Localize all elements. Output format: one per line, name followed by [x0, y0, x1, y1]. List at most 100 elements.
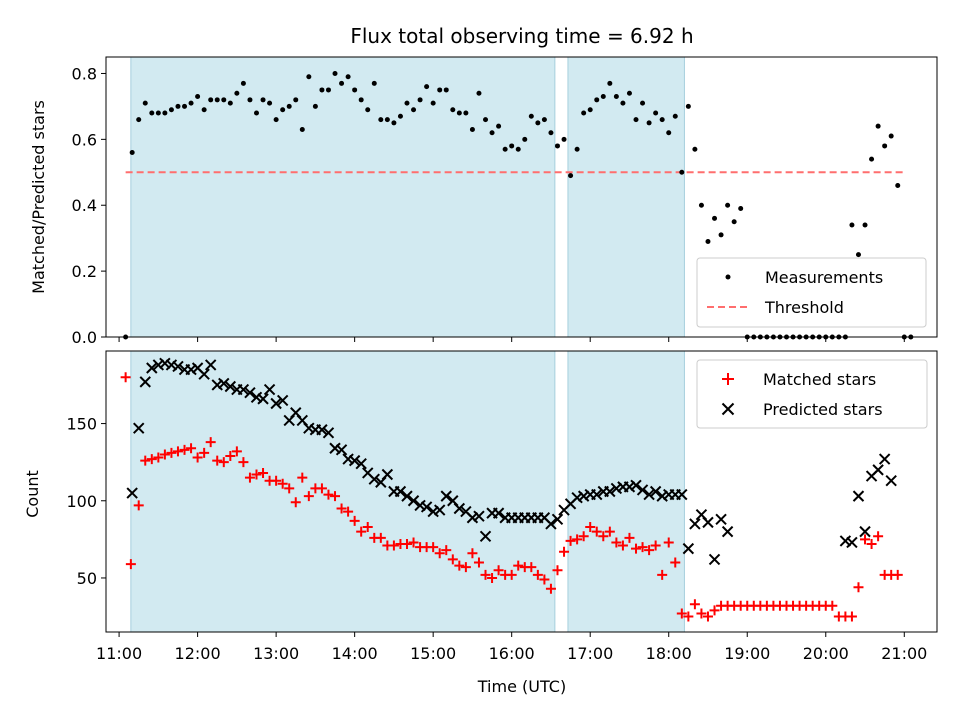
measurement-point — [299, 126, 305, 132]
predicted-star-point — [878, 453, 891, 465]
matched-star-point — [271, 475, 282, 486]
matched-star-point — [349, 515, 360, 526]
measurement-point — [391, 120, 397, 126]
matched-star-point — [552, 565, 563, 576]
measurement-point — [260, 97, 266, 103]
matched-star-point — [545, 583, 556, 594]
predicted-star-point — [682, 542, 695, 555]
matched-star-point — [572, 534, 583, 545]
measurement-point — [613, 94, 619, 100]
matched-star-points — [120, 372, 903, 622]
predicted-star-point — [689, 518, 701, 530]
measurement-point — [679, 169, 685, 175]
measurement-point — [352, 87, 358, 93]
matched-star-point — [866, 538, 877, 549]
matched-star-point — [205, 437, 216, 448]
measurement-point — [535, 120, 541, 126]
predicted-star-point — [551, 513, 564, 525]
measurement-point — [515, 146, 521, 152]
top-plot-frame — [105, 56, 938, 338]
matched-star-point — [860, 534, 871, 545]
measurement-point — [332, 70, 338, 76]
predicted-star-point — [329, 442, 341, 454]
top-x-ticks — [118, 337, 905, 342]
x-tick-label: 19:00 — [724, 644, 770, 663]
measurement-point — [240, 80, 246, 86]
measurement-point — [424, 84, 430, 90]
matched-star-point — [624, 532, 635, 543]
measurement-point — [411, 107, 417, 113]
predicted-star-point — [676, 488, 688, 501]
measurement-point — [404, 100, 410, 106]
matched-star-point — [650, 540, 661, 551]
matched-star-point — [153, 452, 164, 463]
matched-star-point — [172, 446, 183, 457]
predicted-star-point — [473, 510, 485, 522]
matched-star-point — [238, 457, 249, 468]
x-tick-label: 18:00 — [646, 644, 692, 663]
matched-star-point — [487, 572, 498, 583]
measurement-point — [182, 103, 188, 109]
matched-star-point — [225, 450, 236, 461]
measurement-point — [253, 110, 259, 116]
measurement-point — [692, 146, 698, 152]
measurement-point — [214, 97, 220, 103]
measurement-point — [365, 107, 371, 113]
predicted-star-point — [244, 386, 256, 399]
measurement-point — [587, 107, 593, 113]
predicted-star-point — [218, 377, 230, 390]
matched-star-point — [408, 537, 419, 548]
measurement-point — [155, 110, 161, 116]
measurement-point — [528, 113, 534, 119]
matched-star-point — [297, 472, 308, 483]
measurement-point — [162, 110, 168, 116]
matched-star-point — [506, 569, 517, 580]
bottom-x-ticks: 11:00 12:00 13:00 14:00 15:00 16:00 17:00 18:00… — [96, 632, 927, 663]
measurement-point — [666, 130, 672, 136]
measurement-point — [437, 87, 443, 93]
measurement-point — [620, 100, 626, 106]
predicted-star-point — [839, 535, 852, 547]
measurement-point — [221, 97, 227, 103]
matched-star-point — [179, 444, 190, 455]
matched-star-point — [290, 497, 301, 508]
predicted-star-point — [649, 485, 662, 498]
matched-star-point — [120, 372, 131, 383]
matched-star-point — [166, 447, 177, 458]
matched-star-point — [401, 538, 412, 549]
measurement-point — [574, 146, 580, 152]
matched-star-point — [853, 582, 864, 593]
matched-star-point — [362, 522, 373, 533]
bottom-plot-frame — [105, 350, 938, 633]
measurement-point — [208, 97, 214, 103]
predicted-star-point — [721, 525, 734, 538]
matched-star-point — [447, 554, 458, 565]
predicted-star-point — [303, 422, 315, 434]
measurement-point — [129, 150, 135, 156]
predicted-star-point — [204, 359, 217, 371]
predicted-star-point — [414, 499, 426, 512]
top-y-tick-label: 0.4 — [72, 196, 97, 215]
measurement-point — [862, 222, 868, 228]
predicted-star-point — [237, 383, 250, 396]
measurement-point — [502, 146, 508, 152]
predicted-star-point — [636, 484, 649, 496]
figure-title: Flux total observing time = 6.92 h — [350, 24, 693, 48]
matched-star-point — [532, 569, 543, 580]
measurement-point — [855, 252, 861, 258]
measurement-point — [561, 136, 567, 142]
predicted-star-point — [224, 380, 237, 393]
predicted-star-point — [479, 530, 492, 542]
measurement-point — [306, 74, 312, 80]
predicted-star-points — [126, 357, 897, 566]
x-tick-label: 12:00 — [175, 644, 221, 663]
predicted-star-point — [401, 490, 413, 502]
predicted-star-point — [133, 422, 145, 434]
matched-star-point — [343, 506, 354, 517]
measurement-point — [541, 117, 547, 123]
bottom-y-tick-label: 100 — [66, 492, 97, 511]
measurement-point — [463, 110, 469, 116]
predicted-star-point — [577, 490, 590, 502]
matched-star-point — [434, 548, 445, 559]
